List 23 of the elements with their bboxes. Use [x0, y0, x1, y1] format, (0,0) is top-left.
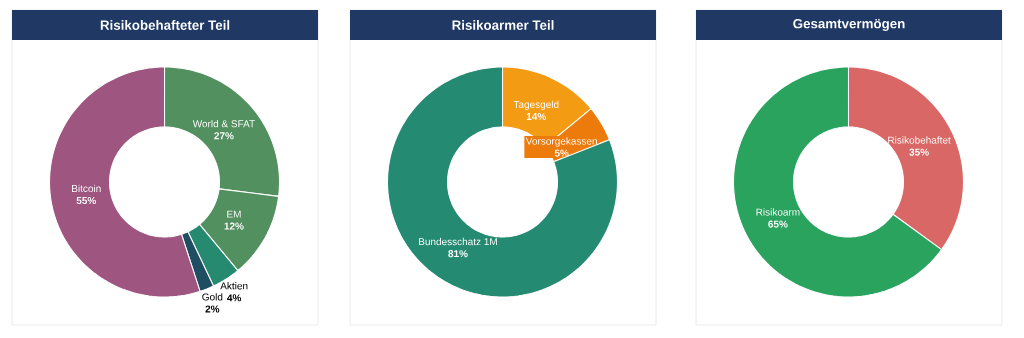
data-label: 81% — [448, 250, 468, 258]
data-label: 14% — [526, 112, 546, 120]
slice-label: Bitcoin — [72, 184, 101, 193]
data-label: 55% — [76, 196, 96, 205]
data-label: 35% — [909, 148, 929, 156]
slice-label: Tagesgeld — [513, 100, 559, 110]
slice-label: EM — [227, 210, 241, 218]
chart-title: Risikoarmer Teil — [452, 20, 554, 30]
slice-label: Aktien — [220, 282, 248, 290]
chart-title: Gesamtvermögen — [793, 18, 905, 32]
slice-label: Risikoarm — [756, 208, 800, 216]
slice-label: Bundesschatz 1M — [419, 237, 497, 246]
slice-label: Gold — [202, 293, 223, 301]
data-label: 4% — [227, 294, 242, 302]
slice-label: Vorsorgekassen — [525, 137, 597, 147]
data-label: 2% — [205, 305, 220, 313]
data-label: 12% — [224, 222, 244, 230]
chart-title: Risikobehafteter Teil — [100, 20, 230, 30]
slice-label: Risikobehaftet — [888, 136, 951, 144]
slice-label: World & SFAT — [192, 119, 255, 128]
data-label: 5% — [554, 149, 569, 157]
data-label: 65% — [768, 220, 788, 228]
data-label: 27% — [214, 132, 234, 140]
